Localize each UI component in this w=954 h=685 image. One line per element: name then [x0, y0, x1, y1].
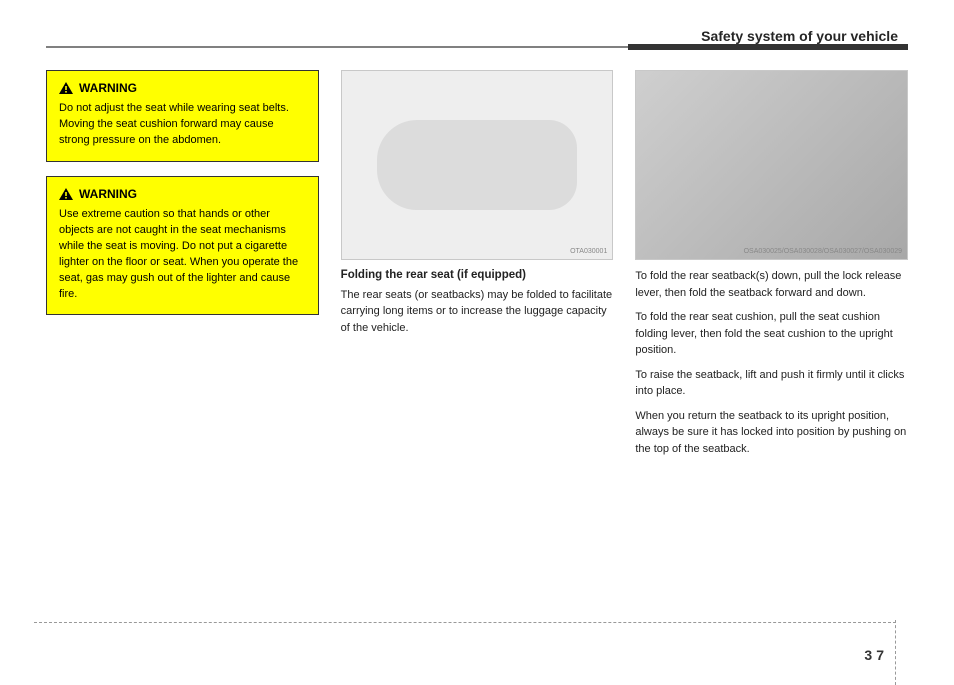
body-paragraph: To fold the rear seat cushion, pull the …	[635, 309, 908, 359]
warning-text: Do not adjust the seat while wearing sea…	[59, 101, 306, 149]
column-2: OTA030001 Folding the rear seat (if equi…	[341, 70, 614, 465]
warning-label: WARNING	[79, 187, 137, 201]
footer-dash-vertical	[895, 620, 896, 685]
column-3: OSA030025/OSA030028/OSA030027/OSA030029 …	[635, 70, 908, 465]
page-number-value: 7	[876, 647, 884, 663]
warning-triangle-icon	[59, 188, 73, 200]
footer-dash-horizontal	[34, 622, 896, 623]
figure-car-topview: OTA030001	[341, 70, 614, 260]
warning-triangle-icon	[59, 82, 73, 94]
figure-code: OTA030001	[570, 248, 607, 255]
figure-code: OSA030025/OSA030028/OSA030027/OSA030029	[744, 248, 902, 255]
warning-header: WARNING	[59, 81, 306, 95]
body-paragraph: The rear seats (or seatbacks) may be fol…	[341, 287, 614, 337]
column-1: WARNING Do not adjust the seat while wea…	[46, 70, 319, 465]
figure-seat-folding: OSA030025/OSA030028/OSA030027/OSA030029	[635, 70, 908, 260]
chapter-number: 3	[864, 647, 872, 663]
car-illustration	[377, 120, 577, 210]
seat-illustration	[636, 71, 907, 259]
warning-label: WARNING	[79, 81, 137, 95]
warning-box-1: WARNING Do not adjust the seat while wea…	[46, 70, 319, 162]
header-rule-dark	[628, 44, 908, 50]
content-columns: WARNING Do not adjust the seat while wea…	[46, 70, 908, 465]
warning-box-2: WARNING Use extreme caution so that hand…	[46, 176, 319, 316]
body-paragraph: To fold the rear seatback(s) down, pull …	[635, 268, 908, 301]
body-paragraph: When you return the seatback to its upri…	[635, 408, 908, 458]
header-rule-light	[46, 46, 628, 48]
page-title: Safety system of your vehicle	[701, 28, 898, 44]
section-heading: Folding the rear seat (if equipped)	[341, 268, 614, 283]
warning-header: WARNING	[59, 187, 306, 201]
warning-text: Use extreme caution so that hands or oth…	[59, 207, 306, 303]
header-rule	[46, 46, 908, 48]
body-paragraph: To raise the seatback, lift and push it …	[635, 367, 908, 400]
page-number: 3 7	[864, 647, 884, 663]
page-header: Safety system of your vehicle	[46, 28, 908, 44]
